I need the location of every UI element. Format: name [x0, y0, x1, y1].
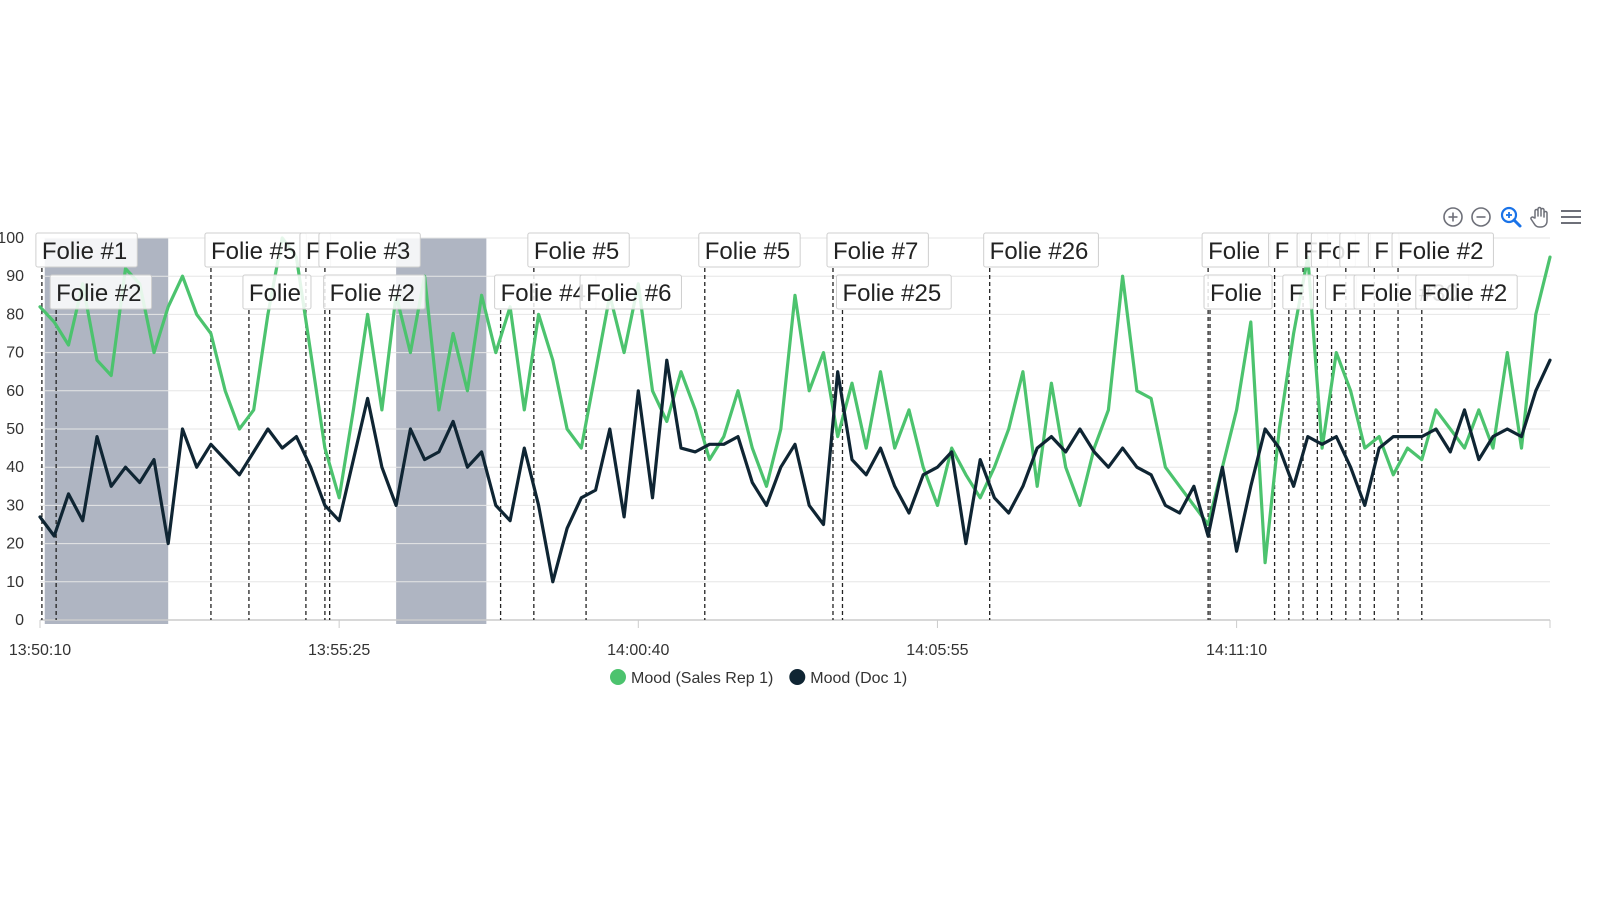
slide-annotation[interactable]: Folie #3 — [318, 232, 421, 268]
slide-annotation-label: F — [1374, 238, 1389, 265]
slide-annotation-label: F — [1332, 280, 1347, 307]
x-tick-label: 14:05:55 — [906, 642, 968, 659]
slide-annotation-box — [527, 232, 630, 268]
slide-annotation-label: Folie — [1210, 280, 1262, 307]
slide-annotation-box — [1415, 274, 1518, 310]
slide-annotation-box — [579, 274, 682, 310]
slide-annotation-box — [1282, 274, 1315, 310]
slide-annotation-box — [698, 232, 801, 268]
x-axis: 13:50:10 13:55:25 14:00:40 14:05:55 14:11:10 — [9, 620, 1551, 659]
slide-annotation[interactable]: Folie #1 — [35, 232, 138, 268]
slide-annotation-box — [242, 274, 312, 310]
slide-annotation-label: Folie #6 — [586, 280, 671, 307]
slide-annotation-label: Folie #25 — [842, 280, 941, 307]
legend-item-0[interactable]: Mood (Sales Rep 1) — [610, 669, 773, 687]
slide-annotation[interactable]: Folie #5 — [698, 232, 801, 268]
y-tick-label: 10 — [6, 574, 24, 591]
x-tick-label: 13:55:25 — [308, 642, 370, 659]
y-tick-label: 70 — [6, 345, 24, 362]
slide-annotation[interactable]: Folie #5 — [527, 232, 630, 268]
zoom-in-icon[interactable] — [1440, 204, 1466, 230]
slide-annotation[interactable]: Folie #6 — [579, 274, 682, 310]
y-tick-label: 0 — [15, 612, 24, 629]
menu-icon[interactable] — [1558, 204, 1584, 230]
x-tick-label: 14:11:10 — [1206, 642, 1267, 659]
slide-annotation[interactable]: Folie #2 — [49, 274, 153, 310]
slide-annotation-box — [1391, 232, 1494, 268]
legend-swatch — [610, 669, 626, 685]
slide-annotation-label: Folie — [1208, 238, 1260, 265]
slide-annotation[interactable]: Folie #7 — [826, 232, 929, 268]
slide-annotation[interactable]: F — [1367, 232, 1400, 268]
zoom-out-icon[interactable] — [1468, 204, 1494, 230]
legend[interactable]: Mood (Sales Rep 1) Mood (Doc 1) — [610, 669, 907, 687]
slide-annotation[interactable]: Folie #26 — [983, 232, 1099, 268]
y-tick-label: 50 — [6, 421, 24, 438]
legend-label: Mood (Doc 1) — [810, 670, 907, 687]
slide-annotation-label: Folie #5 — [705, 238, 790, 265]
slide-annotation-label: F — [1346, 238, 1361, 265]
slide-annotation-label: Folie — [249, 280, 301, 307]
y-tick-label: 30 — [6, 497, 24, 514]
slide-annotation[interactable]: F — [1282, 274, 1315, 310]
slide-annotation-box — [35, 232, 138, 268]
slide-annotation-label: Folie #3 — [325, 238, 410, 265]
slide-annotation-label: F — [1289, 280, 1304, 307]
slide-annotation-box — [835, 274, 952, 310]
slide-annotation[interactable]: Folie #4 — [494, 274, 597, 310]
slide-annotation-label: Folie #5 — [534, 238, 619, 265]
y-tick-label: 20 — [6, 536, 24, 553]
slide-annotation-box — [49, 274, 153, 310]
slide-annotation-label: F — [306, 238, 321, 265]
slide-annotation-label: Folie #4 — [501, 280, 586, 307]
legend-item-1[interactable]: Mood (Doc 1) — [789, 669, 907, 687]
legend-swatch — [789, 669, 806, 685]
slide-annotation[interactable]: Folie #25 — [835, 274, 952, 310]
slide-markers — [41, 268, 1423, 620]
slide-annotation-label: Folie #5 — [211, 238, 296, 265]
slide-annotation[interactable]: Folie — [1201, 232, 1271, 268]
slide-annotation-label: Folie #2 — [330, 280, 415, 307]
slide-annotation[interactable]: Folie #5 — [204, 232, 307, 268]
slide-annotation-box — [1203, 274, 1273, 310]
slide-annotation-label: Folie #2 — [1422, 280, 1507, 307]
slide-annotation[interactable]: Folie — [1203, 274, 1273, 310]
y-axis: 0 10 20 30 40 50 60 70 80 90 100 — [0, 230, 24, 629]
slide-annotation[interactable]: F — [1325, 274, 1357, 310]
slide-annotation-label: Folie #2 — [1398, 238, 1483, 265]
y-tick-label: 80 — [6, 306, 24, 323]
slide-annotation[interactable]: F — [1268, 232, 1300, 268]
series-line-1 — [38, 358, 1552, 584]
x-tick-label: 14:00:40 — [607, 642, 669, 659]
slide-annotation-label: Folie #7 — [833, 238, 918, 265]
slide-annotation-box — [826, 232, 929, 268]
y-tick-label: 90 — [6, 268, 24, 285]
slide-annotation-label: F — [1275, 238, 1290, 265]
slide-annotation-box — [318, 232, 421, 268]
slide-annotation-label: Folie #2 — [56, 280, 141, 307]
slide-annotation-box — [983, 232, 1099, 268]
y-tick-label: 100 — [0, 230, 24, 247]
chart-toolbar — [1440, 204, 1600, 230]
slide-annotation[interactable]: Folie #2 — [1415, 274, 1518, 310]
pan-hand-icon[interactable] — [1528, 204, 1554, 230]
slide-annotation-label: Folie #1 — [42, 238, 127, 265]
y-tick-label: 60 — [6, 383, 24, 400]
y-tick-label: 40 — [6, 459, 24, 476]
slide-annotation[interactable]: Folie #2 — [323, 274, 426, 310]
x-tick-label: 13:50:10 — [9, 642, 71, 659]
slide-annotation[interactable]: Folie — [242, 274, 312, 310]
legend-label: Mood (Sales Rep 1) — [631, 670, 773, 687]
slide-annotation-label: Folie #26 — [990, 238, 1089, 265]
slide-annotation[interactable]: Folie #2 — [1391, 232, 1494, 268]
zoom-selection-icon[interactable] — [1498, 204, 1524, 230]
slide-annotation[interactable]: F — [1339, 232, 1371, 268]
slide-annotation-box — [323, 274, 426, 310]
